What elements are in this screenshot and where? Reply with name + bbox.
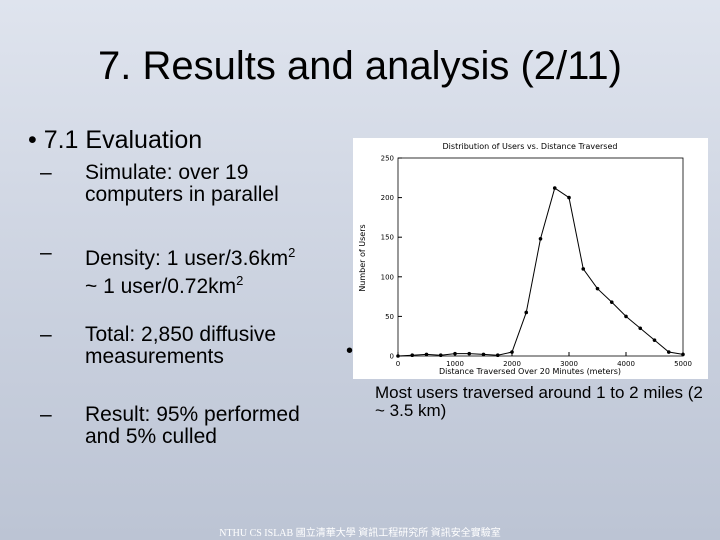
data-point xyxy=(481,352,486,357)
superscript: 2 xyxy=(236,273,244,288)
sub-bullet-text: Result: 95% performed and 5% culled xyxy=(85,404,340,448)
slide-title: 7. Results and analysis (2/11) xyxy=(98,44,622,88)
data-point xyxy=(424,352,429,357)
x-tick-label: 1000 xyxy=(446,360,464,368)
plot-frame xyxy=(397,157,684,357)
sub-bullet: – Result: 95% performed and 5% culled xyxy=(40,404,340,448)
y-tick-label: 50 xyxy=(385,313,394,321)
data-point xyxy=(681,352,685,357)
data-point xyxy=(638,326,643,331)
data-point xyxy=(396,354,400,358)
sub-bullet: – Total: 2,850 diffusive measurements xyxy=(40,324,340,368)
data-point xyxy=(453,351,457,356)
data-point xyxy=(410,353,415,358)
sub-bullet-text: Simulate: over 19 computers in parallel xyxy=(85,162,340,206)
data-point xyxy=(581,267,586,271)
text: Result: 95% performed and 5% culled xyxy=(85,403,300,448)
y-tick-label: 250 xyxy=(381,155,394,163)
chart-background xyxy=(353,138,708,379)
x-tick-label: 0 xyxy=(396,360,400,368)
data-point xyxy=(510,350,514,354)
sub-bullet-text: Total: 2,850 diffusive measurements xyxy=(85,324,340,368)
data-point xyxy=(467,351,472,356)
dash: – xyxy=(40,161,52,184)
x-tick-label: 4000 xyxy=(617,360,635,368)
x-tick-label: 5000 xyxy=(674,360,692,368)
data-point xyxy=(495,353,500,358)
sub-bullet: – Density: 1 user/3.6km2 ~ 1 user/0.72km2 xyxy=(40,242,340,298)
data-point xyxy=(652,338,657,342)
x-tick-label: 3000 xyxy=(560,360,578,368)
bullet-text: 7.1 Evaluation xyxy=(43,126,203,154)
data-point xyxy=(552,186,557,190)
bullet: • 7.1 Evaluation xyxy=(28,126,203,154)
y-tick-label: 200 xyxy=(381,194,394,202)
y-tick-label: 100 xyxy=(381,273,394,281)
data-point xyxy=(624,314,628,319)
x-tick-label: 2000 xyxy=(503,360,521,368)
data-point xyxy=(538,236,543,241)
superscript: 2 xyxy=(288,245,296,260)
data-point xyxy=(567,195,571,200)
text: Simulate: over 19 computers in parallel xyxy=(85,161,279,206)
data-point xyxy=(524,310,529,315)
bullet-marker: • xyxy=(346,340,354,362)
chart-title: Distribution of Users vs. Distance Trave… xyxy=(443,142,618,151)
text: Total: 2,850 diffusive measurements xyxy=(85,323,277,368)
text: Density: 1 user/3.6km xyxy=(85,247,289,270)
data-point xyxy=(666,350,671,354)
sub-bullet: – Simulate: over 19 computers in parallel xyxy=(40,162,340,206)
text: ~ 1 user/0.72km xyxy=(85,275,237,298)
y-axis-label: Number of Users xyxy=(358,224,367,291)
data-point xyxy=(438,353,443,358)
x-axis-label: Distance Traversed Over 20 Minutes (mete… xyxy=(439,367,621,376)
dash: – xyxy=(40,241,52,264)
sub-bullet-text: Density: 1 user/3.6km2 ~ 1 user/0.72km2 xyxy=(85,242,340,298)
data-point xyxy=(595,286,600,291)
dash: – xyxy=(40,403,52,426)
y-tick-label: 150 xyxy=(381,234,394,242)
chart: Distribution of Users vs. Distance Trave… xyxy=(353,138,708,379)
y-tick-label: 0 xyxy=(390,353,394,361)
dash: – xyxy=(40,323,52,346)
data-point xyxy=(609,300,614,304)
caption: Most users traversed around 1 to 2 miles… xyxy=(375,383,703,420)
footer: NTHU CS ISLAB 國立清華大學 資訊工程研究所 資訊安全實驗室 xyxy=(219,528,501,539)
